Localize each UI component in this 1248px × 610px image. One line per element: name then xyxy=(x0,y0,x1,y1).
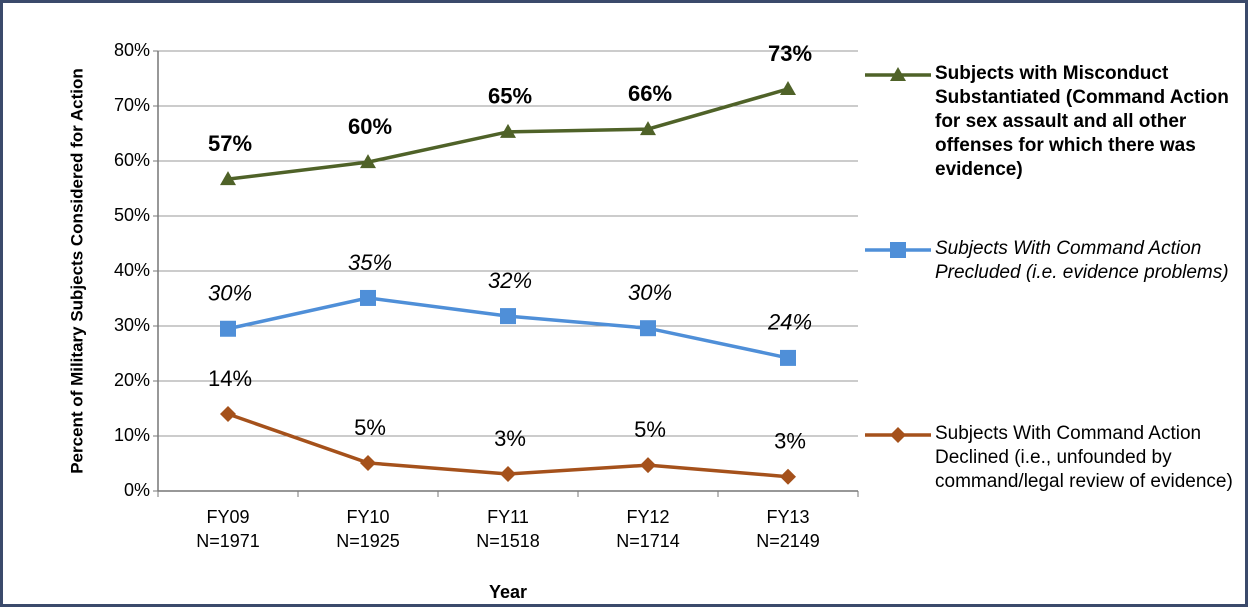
x-axis-label: Year xyxy=(489,582,527,602)
x-tick-label: N=2149 xyxy=(756,531,820,551)
data-label: 5% xyxy=(634,417,666,442)
y-tick-label: 80% xyxy=(114,40,150,60)
data-label: 65% xyxy=(488,84,532,109)
data-label: 3% xyxy=(774,429,806,454)
marker xyxy=(220,406,236,422)
data-label: 30% xyxy=(628,280,672,305)
x-tick-label: FY13 xyxy=(766,507,809,527)
marker xyxy=(500,123,516,138)
x-tick-label: N=1714 xyxy=(616,531,680,551)
data-label: 3% xyxy=(494,426,526,451)
y-tick-label: 40% xyxy=(114,260,150,280)
marker xyxy=(500,465,516,482)
y-axis-label: Percent of Military Subjects Considered … xyxy=(67,68,87,474)
marker xyxy=(890,67,906,81)
marker xyxy=(890,242,906,258)
y-tick-label: 70% xyxy=(114,95,150,115)
data-label: 73% xyxy=(768,41,812,66)
data-label: 5% xyxy=(354,415,386,440)
marker xyxy=(640,457,656,474)
marker xyxy=(500,308,516,325)
x-tick-label: N=1925 xyxy=(336,531,400,551)
marker xyxy=(640,121,656,136)
data-label: 57% xyxy=(208,131,252,156)
x-tick-label: FY11 xyxy=(487,507,529,527)
marker xyxy=(360,454,376,471)
marker xyxy=(220,171,236,186)
marker xyxy=(780,349,796,366)
data-label: 14% xyxy=(208,366,252,391)
marker xyxy=(360,289,376,306)
marker xyxy=(640,320,656,337)
data-label: 32% xyxy=(488,268,532,293)
line xyxy=(227,296,789,360)
marker xyxy=(360,154,376,169)
y-tick-label: 20% xyxy=(114,370,150,390)
data-label: 60% xyxy=(348,114,392,139)
data-label: 30% xyxy=(208,281,252,306)
legend-entry: Subjects With Command Action Declined (i… xyxy=(935,423,1233,492)
legend-entry: Subjects with Misconduct Substantiated (… xyxy=(935,63,1229,180)
marker xyxy=(890,427,906,443)
data-label: 35% xyxy=(348,250,392,275)
x-tick-label: FY09 xyxy=(206,507,249,527)
data-label: 24% xyxy=(767,310,812,335)
y-tick-label: 10% xyxy=(114,425,150,445)
x-tick-label: FY10 xyxy=(346,507,389,527)
marker xyxy=(220,320,236,337)
data-label: 66% xyxy=(628,81,672,106)
y-tick-label: 0% xyxy=(124,480,150,500)
x-tick-label: N=1518 xyxy=(476,531,540,551)
x-tick-label: N=1971 xyxy=(196,531,260,551)
marker xyxy=(780,80,796,95)
y-tick-label: 50% xyxy=(114,205,150,225)
x-tick-label: FY12 xyxy=(626,507,669,527)
y-tick-label: 30% xyxy=(114,315,150,335)
chart: Year 0% 10% 20% 30% 40% 50% 60% 70% 80% FY09 N=197… xyxy=(114,40,931,602)
marker xyxy=(780,468,796,485)
y-tick-label: 60% xyxy=(114,150,150,170)
legend-entry: Subjects With Command Action Precluded (… xyxy=(935,238,1229,283)
